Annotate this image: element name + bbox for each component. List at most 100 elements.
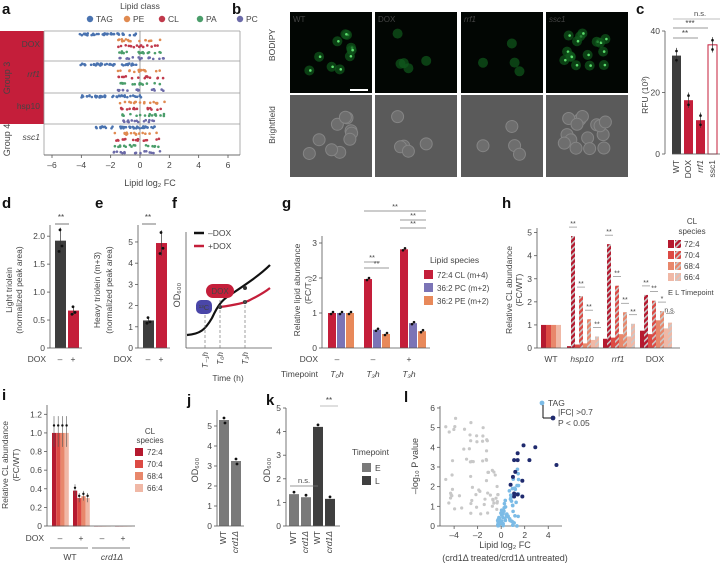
lipid-point bbox=[162, 112, 166, 116]
growth-curve-minus-dox bbox=[186, 264, 271, 337]
legend-label: 70:4 bbox=[147, 460, 163, 469]
lipid-point bbox=[129, 44, 132, 48]
data-point bbox=[159, 231, 163, 234]
lipid-point-ns bbox=[495, 484, 499, 489]
lipid-point bbox=[117, 75, 120, 79]
lipid-point bbox=[135, 114, 138, 118]
dox-row-label: DOX bbox=[26, 533, 45, 543]
lipid-point bbox=[104, 126, 108, 130]
lipid-point bbox=[90, 95, 94, 99]
legend-swatch-early bbox=[668, 240, 674, 248]
lipid-point-ns bbox=[469, 474, 473, 479]
lipid-point bbox=[111, 125, 114, 129]
cell-outline bbox=[598, 115, 612, 129]
lipid-point bbox=[148, 151, 152, 154]
dox-tag-label: DOX bbox=[211, 287, 229, 296]
lipid-point bbox=[141, 83, 145, 86]
data-point bbox=[711, 38, 714, 42]
lipid-point bbox=[146, 51, 150, 55]
lipid-point bbox=[95, 126, 98, 130]
lipid-point-ns bbox=[469, 511, 473, 515]
legend-label-cl: CL bbox=[168, 14, 179, 24]
lipid-point bbox=[120, 50, 124, 53]
lipid-point-ns bbox=[460, 506, 464, 510]
tag-point bbox=[511, 509, 515, 514]
lipid-point-ns bbox=[480, 439, 485, 443]
y-tick-label: 0.4 bbox=[30, 484, 42, 494]
y-tick-label: 0 bbox=[128, 343, 133, 353]
legend-label: 66:4 bbox=[684, 273, 700, 282]
row-label-brightfield: Brightfield bbox=[267, 106, 277, 144]
legend-title-2: species bbox=[136, 436, 163, 445]
legend-swatch-early bbox=[668, 251, 674, 259]
bar bbox=[143, 320, 154, 348]
x-tick-label: DOX bbox=[683, 160, 693, 179]
legend-title: Lipid class bbox=[120, 1, 160, 11]
lipid-point-ns bbox=[448, 496, 453, 500]
lipid-point bbox=[108, 63, 111, 66]
bar bbox=[373, 329, 381, 348]
legend-label-tag: TAG bbox=[96, 14, 113, 24]
sig-label: ** bbox=[410, 211, 416, 220]
lipid-point bbox=[122, 64, 125, 67]
lipid-droplet bbox=[582, 32, 585, 35]
data-point bbox=[145, 321, 149, 325]
lipid-point bbox=[144, 118, 148, 122]
bar bbox=[541, 324, 546, 348]
x-tick-label: 2 bbox=[522, 530, 527, 540]
lipid-point bbox=[124, 44, 128, 47]
lipid-point bbox=[125, 133, 128, 136]
lipid-droplet bbox=[602, 50, 606, 53]
tag-point bbox=[499, 508, 504, 512]
data-point bbox=[374, 329, 378, 333]
lipid-point bbox=[116, 69, 120, 73]
c13-tag-label: ¹³C bbox=[199, 303, 210, 312]
y-tick-label: 1 bbox=[128, 322, 133, 332]
data-point bbox=[410, 322, 414, 326]
lipid-point-ns bbox=[467, 447, 471, 451]
y-tick-label: 1 bbox=[207, 501, 212, 511]
lipid-point-ns bbox=[495, 501, 499, 505]
lipid-point-ns bbox=[450, 473, 454, 477]
lipid-point bbox=[132, 45, 136, 49]
lipid-point bbox=[122, 119, 125, 122]
bar-late bbox=[571, 236, 575, 348]
y-tick-label: 1.5 bbox=[33, 259, 45, 269]
lipid-point bbox=[159, 114, 162, 117]
y-axis-label: Light triolein bbox=[4, 267, 14, 313]
data-point bbox=[412, 320, 416, 324]
lipid-point bbox=[128, 107, 131, 111]
bar bbox=[64, 432, 69, 527]
group-3-band bbox=[0, 31, 44, 124]
lipid-droplet bbox=[339, 68, 343, 71]
lipid-point bbox=[129, 94, 132, 98]
y-tick-label: 1.0 bbox=[30, 428, 42, 438]
y-tick-label: 5 bbox=[430, 423, 435, 433]
lipid-point bbox=[158, 38, 162, 42]
lipid-point bbox=[138, 68, 141, 72]
lipid-point bbox=[78, 32, 82, 36]
y-tick-label: 2 bbox=[430, 482, 435, 492]
group-3-label: Group 3 bbox=[2, 62, 12, 95]
cell-outline bbox=[512, 147, 526, 161]
lipid-point bbox=[80, 62, 84, 66]
data-point bbox=[367, 276, 371, 280]
tag-point bbox=[514, 500, 518, 505]
panel-label-b: b bbox=[232, 1, 241, 18]
y-axis-label-2: (normalized peak area) bbox=[14, 246, 24, 334]
bar-late bbox=[644, 294, 648, 348]
legend-label: 72:4 CL (m+4) bbox=[437, 271, 488, 280]
bar bbox=[313, 426, 323, 526]
bar bbox=[85, 498, 90, 527]
lipid-point bbox=[118, 101, 122, 105]
lipid-point bbox=[112, 32, 116, 36]
image-label-dox: DOX bbox=[378, 15, 396, 24]
y-tick-label: 0 bbox=[527, 343, 532, 353]
bar bbox=[583, 343, 587, 348]
data-point bbox=[52, 424, 56, 427]
y-tick-label: 1 bbox=[312, 308, 317, 318]
bar bbox=[52, 432, 57, 527]
lipid-droplet bbox=[587, 53, 590, 57]
lipid-point bbox=[135, 119, 138, 123]
lipid-droplet bbox=[570, 55, 574, 59]
